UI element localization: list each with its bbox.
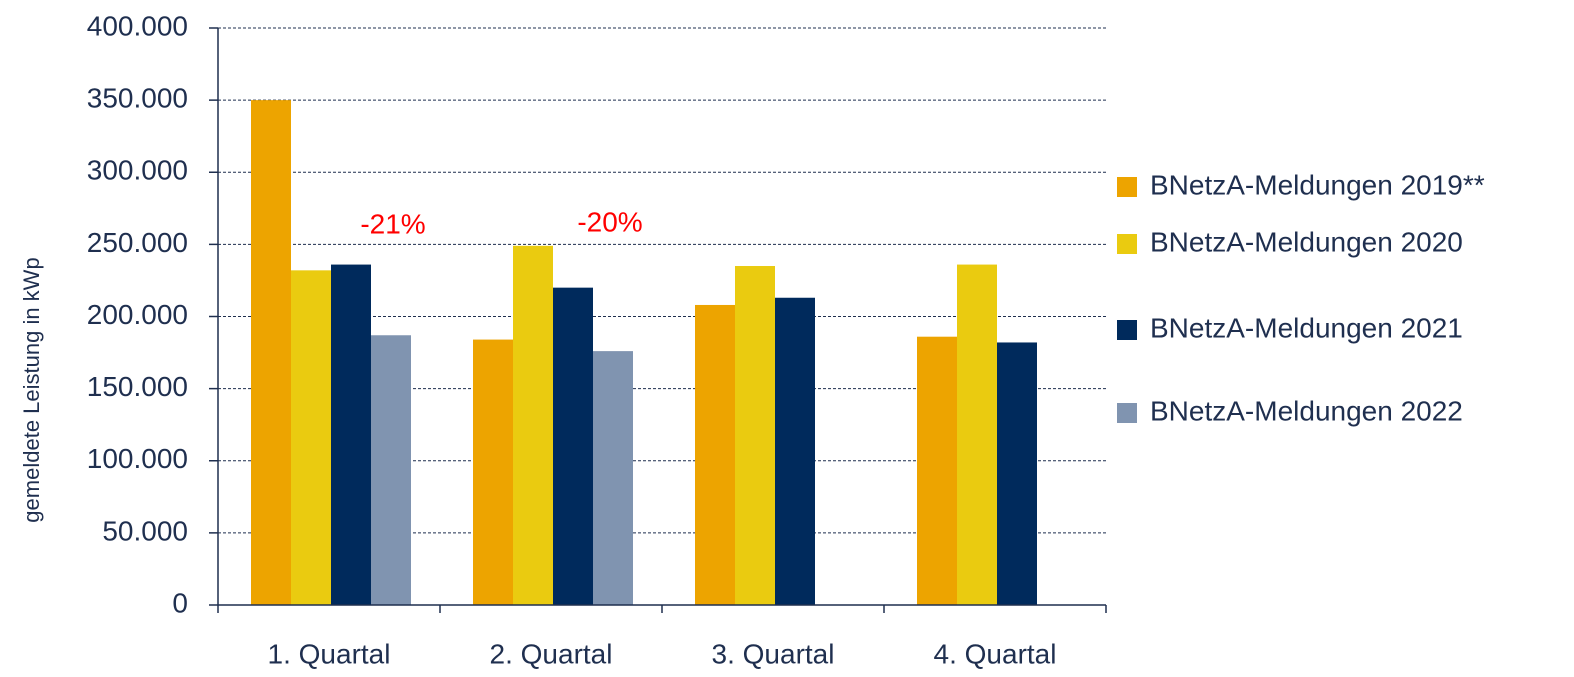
bar <box>291 270 331 605</box>
bar <box>553 287 593 605</box>
legend-label: BNetzA-Meldungen 2022 <box>1150 395 1463 426</box>
y-tick-label: 50.000 <box>102 515 188 546</box>
y-tick-label: 400.000 <box>87 10 188 41</box>
y-tick-label: 300.000 <box>87 155 188 186</box>
legend-swatch <box>1117 177 1137 197</box>
legend-swatch <box>1117 234 1137 254</box>
bar <box>331 264 371 605</box>
bar <box>917 336 957 605</box>
bar <box>775 297 815 605</box>
y-tick-label: 250.000 <box>87 227 188 258</box>
bar <box>513 245 553 605</box>
bar <box>473 339 513 605</box>
bar <box>997 342 1037 605</box>
annotation: -20% <box>577 206 642 237</box>
y-tick-label: 0 <box>172 587 188 618</box>
bar <box>735 266 775 605</box>
y-axis-title: gemeldete Leistung in kWp <box>19 257 44 522</box>
y-tick-label: 100.000 <box>87 443 188 474</box>
legend-swatch <box>1117 320 1137 340</box>
bar <box>957 264 997 605</box>
legend-swatch <box>1117 403 1137 423</box>
x-tick-label: 3. Quartal <box>712 638 835 669</box>
x-tick-label: 2. Quartal <box>490 638 613 669</box>
x-tick-label: 4. Quartal <box>934 638 1057 669</box>
legend-label: BNetzA-Meldungen 2020 <box>1150 226 1463 257</box>
legend-label: BNetzA-Meldungen 2021 <box>1150 312 1463 343</box>
bar <box>371 335 411 605</box>
y-tick-label: 150.000 <box>87 371 188 402</box>
x-tick-label: 1. Quartal <box>268 638 391 669</box>
bar <box>695 304 735 605</box>
legend-label: BNetzA-Meldungen 2019** <box>1150 169 1485 200</box>
bar <box>593 351 633 605</box>
y-tick-label: 350.000 <box>87 83 188 114</box>
annotation: -21% <box>360 208 425 239</box>
y-tick-label: 200.000 <box>87 299 188 330</box>
bar <box>251 100 291 605</box>
